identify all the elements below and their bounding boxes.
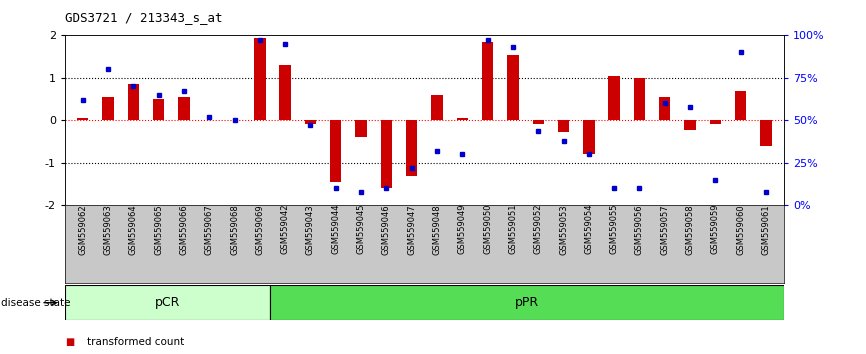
Bar xyxy=(153,99,165,120)
Bar xyxy=(735,91,746,120)
Text: ■: ■ xyxy=(65,337,74,347)
Bar xyxy=(305,120,316,124)
Bar xyxy=(178,97,190,120)
Bar xyxy=(280,65,291,120)
Bar xyxy=(406,120,417,176)
Text: pPR: pPR xyxy=(515,296,540,309)
Bar xyxy=(609,76,620,120)
Bar xyxy=(583,120,595,154)
Text: transformed count: transformed count xyxy=(87,337,184,347)
Bar xyxy=(77,118,88,120)
Bar xyxy=(684,120,695,130)
Bar xyxy=(254,38,266,120)
Text: GDS3721 / 213343_s_at: GDS3721 / 213343_s_at xyxy=(65,11,223,24)
Text: pCR: pCR xyxy=(155,296,180,309)
Bar xyxy=(634,78,645,120)
Bar xyxy=(65,285,270,320)
Bar xyxy=(456,118,468,120)
Bar xyxy=(127,84,139,120)
Bar xyxy=(355,120,367,137)
Bar xyxy=(431,95,443,120)
Bar xyxy=(330,120,341,182)
Bar xyxy=(481,42,494,120)
Bar xyxy=(760,120,772,146)
Bar xyxy=(102,97,113,120)
Bar xyxy=(507,55,519,120)
Bar xyxy=(659,97,670,120)
Bar xyxy=(381,120,392,188)
Bar xyxy=(710,120,721,124)
Bar xyxy=(558,120,569,132)
Bar xyxy=(533,120,544,124)
Text: disease state: disease state xyxy=(1,298,70,308)
Bar xyxy=(270,285,784,320)
